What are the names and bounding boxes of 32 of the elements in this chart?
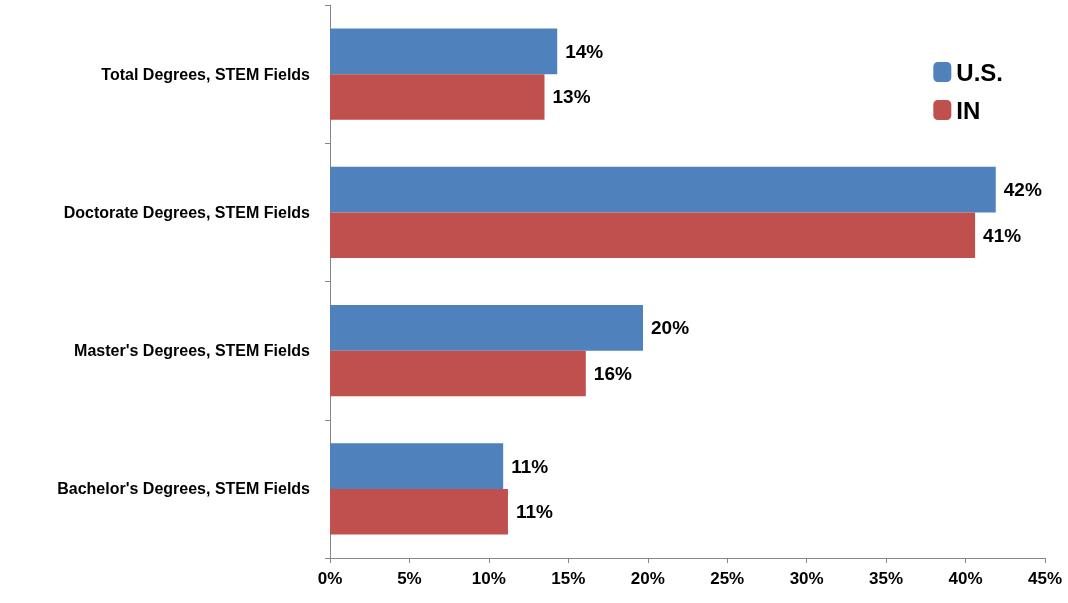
x-tick-label: 0% (317, 569, 343, 588)
bar (330, 166, 996, 213)
data-label: 16% (593, 362, 632, 384)
y-tick-label: Total Degrees, STEM Fields (101, 65, 311, 83)
x-tick-label: 15% (551, 569, 586, 588)
bar (330, 28, 558, 75)
bar (330, 488, 508, 535)
y-tick-label: Master's Degrees, STEM Fields (74, 342, 311, 360)
x-tick-label: 40% (948, 569, 983, 588)
x-tick-label: 5% (397, 569, 422, 588)
data-label: 42% (1003, 179, 1042, 201)
x-tick-label: 45% (1027, 569, 1063, 588)
y-tick-label: Bachelor's Degrees, STEM Fields (57, 480, 311, 498)
bar (330, 350, 586, 397)
data-label: 11% (511, 455, 549, 477)
legend-label: U.S. (956, 58, 1004, 86)
x-tick-label: 10% (471, 569, 506, 588)
bar (330, 74, 545, 120)
y-tick-label: Doctorate Degrees, STEM Fields (63, 203, 311, 221)
data-label: 20% (651, 317, 690, 339)
data-label: 41% (983, 224, 1022, 246)
x-tick-label: 30% (789, 569, 824, 588)
bar (330, 443, 504, 489)
bar (330, 305, 644, 351)
x-tick-label: 25% (710, 569, 745, 588)
data-label: 14% (565, 40, 604, 62)
x-tick-label: 35% (869, 569, 904, 588)
legend-label: IN (956, 96, 981, 124)
bar (330, 212, 976, 258)
data-label: 13% (552, 86, 591, 108)
x-tick-label: 20% (630, 569, 665, 588)
data-label: 11% (515, 501, 554, 523)
